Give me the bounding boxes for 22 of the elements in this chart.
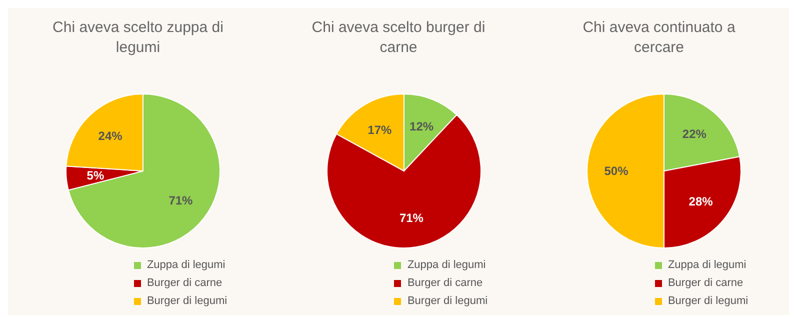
pie-slice xyxy=(68,94,220,248)
legend-label: Burger di carne xyxy=(668,276,744,291)
legend-label: Burger di carne xyxy=(407,276,483,291)
data-label: 71% xyxy=(398,211,424,226)
legend-label: Zuppa di legumi xyxy=(407,258,486,273)
legend-label: Burger di legumi xyxy=(146,294,228,309)
data-label: 22% xyxy=(682,127,707,142)
legend-label: Zuppa di legumi xyxy=(146,258,226,273)
data-label: 5% xyxy=(86,168,104,182)
data-label: 28% xyxy=(688,194,714,208)
chart-title: Chi aveva scelto zuppa di legumi xyxy=(52,19,224,56)
legend-label: Burger di legumi xyxy=(668,294,748,309)
chart-title: Chi aveva continuato a cercare xyxy=(582,19,736,56)
legend-label: Burger di carne xyxy=(146,276,222,291)
data-label: 71% xyxy=(168,193,194,208)
data-label: 17% xyxy=(367,122,392,137)
data-label: 50% xyxy=(604,164,629,178)
chart-title: Chi aveva scelto burger di carne xyxy=(312,19,486,56)
data-label: 24% xyxy=(98,129,123,144)
legend-label: Zuppa di legumi xyxy=(668,258,746,273)
data-label: 12% xyxy=(409,120,434,134)
legend-label: Burger di legumi xyxy=(407,294,488,309)
